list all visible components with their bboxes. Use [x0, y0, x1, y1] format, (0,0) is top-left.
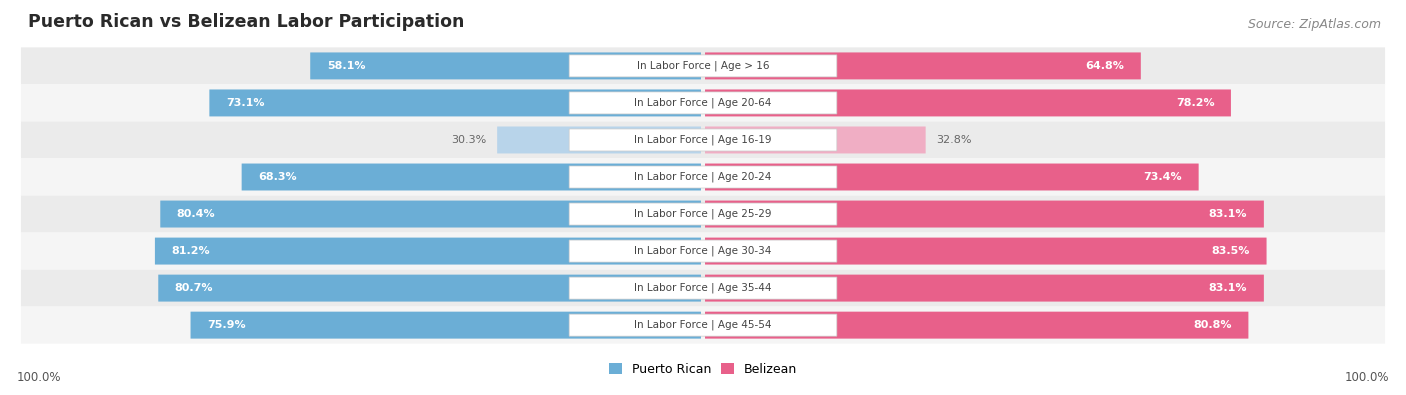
- FancyBboxPatch shape: [311, 53, 702, 79]
- Text: 75.9%: 75.9%: [207, 320, 246, 330]
- Text: Puerto Rican vs Belizean Labor Participation: Puerto Rican vs Belizean Labor Participa…: [28, 13, 464, 31]
- Text: 73.4%: 73.4%: [1143, 172, 1182, 182]
- FancyBboxPatch shape: [498, 126, 702, 154]
- Text: In Labor Force | Age 30-34: In Labor Force | Age 30-34: [634, 246, 772, 256]
- FancyBboxPatch shape: [159, 275, 702, 302]
- FancyBboxPatch shape: [704, 89, 1230, 117]
- FancyBboxPatch shape: [704, 201, 1264, 228]
- Text: 78.2%: 78.2%: [1175, 98, 1215, 108]
- Text: In Labor Force | Age 20-24: In Labor Force | Age 20-24: [634, 172, 772, 182]
- FancyBboxPatch shape: [569, 166, 837, 188]
- Text: 80.4%: 80.4%: [177, 209, 215, 219]
- FancyBboxPatch shape: [569, 55, 837, 77]
- Text: In Labor Force | Age 35-44: In Labor Force | Age 35-44: [634, 283, 772, 293]
- Text: 83.1%: 83.1%: [1209, 283, 1247, 293]
- Text: In Labor Force | Age 45-54: In Labor Force | Age 45-54: [634, 320, 772, 330]
- FancyBboxPatch shape: [209, 89, 702, 117]
- FancyBboxPatch shape: [704, 164, 1199, 190]
- FancyBboxPatch shape: [569, 240, 837, 262]
- FancyBboxPatch shape: [21, 196, 1385, 233]
- FancyBboxPatch shape: [155, 237, 702, 265]
- Text: 30.3%: 30.3%: [451, 135, 486, 145]
- Text: In Labor Force | Age > 16: In Labor Force | Age > 16: [637, 61, 769, 71]
- Text: 32.8%: 32.8%: [936, 135, 972, 145]
- Text: 58.1%: 58.1%: [326, 61, 366, 71]
- Text: 100.0%: 100.0%: [17, 371, 62, 384]
- FancyBboxPatch shape: [569, 314, 837, 336]
- FancyBboxPatch shape: [704, 237, 1267, 265]
- Text: 80.8%: 80.8%: [1194, 320, 1232, 330]
- Text: 68.3%: 68.3%: [259, 172, 297, 182]
- FancyBboxPatch shape: [21, 85, 1385, 121]
- FancyBboxPatch shape: [569, 277, 837, 299]
- FancyBboxPatch shape: [21, 269, 1385, 307]
- FancyBboxPatch shape: [160, 201, 702, 228]
- FancyBboxPatch shape: [704, 53, 1140, 79]
- FancyBboxPatch shape: [704, 312, 1249, 339]
- FancyBboxPatch shape: [704, 126, 925, 154]
- FancyBboxPatch shape: [242, 164, 702, 190]
- FancyBboxPatch shape: [569, 92, 837, 114]
- Text: 80.7%: 80.7%: [174, 283, 214, 293]
- Text: 83.5%: 83.5%: [1212, 246, 1250, 256]
- Text: 73.1%: 73.1%: [226, 98, 264, 108]
- Legend: Puerto Rican, Belizean: Puerto Rican, Belizean: [609, 363, 797, 376]
- Text: 81.2%: 81.2%: [172, 246, 209, 256]
- FancyBboxPatch shape: [21, 121, 1385, 158]
- Text: 83.1%: 83.1%: [1209, 209, 1247, 219]
- Text: In Labor Force | Age 25-29: In Labor Force | Age 25-29: [634, 209, 772, 219]
- Text: 100.0%: 100.0%: [1344, 371, 1389, 384]
- FancyBboxPatch shape: [21, 47, 1385, 85]
- Text: In Labor Force | Age 20-64: In Labor Force | Age 20-64: [634, 98, 772, 108]
- Text: Source: ZipAtlas.com: Source: ZipAtlas.com: [1249, 18, 1381, 31]
- Text: 64.8%: 64.8%: [1085, 61, 1125, 71]
- FancyBboxPatch shape: [704, 275, 1264, 302]
- FancyBboxPatch shape: [569, 129, 837, 151]
- FancyBboxPatch shape: [21, 307, 1385, 344]
- FancyBboxPatch shape: [21, 233, 1385, 269]
- Text: In Labor Force | Age 16-19: In Labor Force | Age 16-19: [634, 135, 772, 145]
- FancyBboxPatch shape: [191, 312, 702, 339]
- FancyBboxPatch shape: [21, 158, 1385, 196]
- FancyBboxPatch shape: [569, 203, 837, 225]
